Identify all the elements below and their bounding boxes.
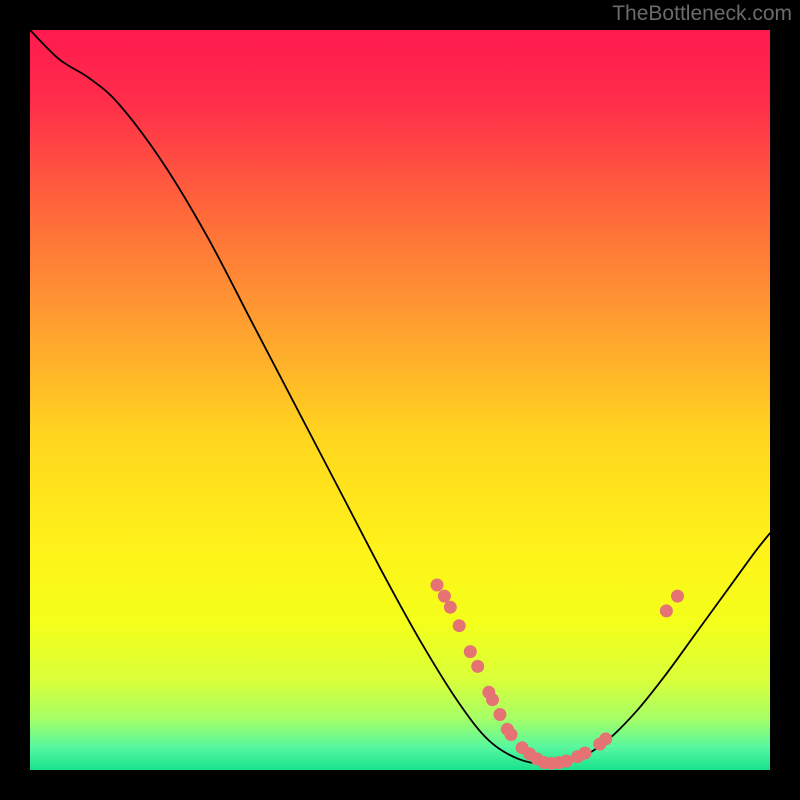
- data-point-marker: [671, 590, 684, 603]
- data-point-marker: [599, 732, 612, 745]
- data-point-marker: [471, 660, 484, 673]
- data-point-marker: [579, 746, 592, 759]
- watermark-text: TheBottleneck.com: [612, 2, 792, 26]
- data-point-marker: [444, 601, 457, 614]
- data-point-marker: [505, 728, 518, 741]
- data-point-marker: [431, 579, 444, 592]
- chart-background: [30, 30, 770, 770]
- chart-svg: [30, 30, 770, 770]
- data-point-marker: [493, 708, 506, 721]
- data-point-marker: [453, 619, 466, 632]
- data-point-marker: [464, 645, 477, 658]
- data-point-marker: [486, 693, 499, 706]
- chart-plot-area: [30, 30, 770, 770]
- data-point-marker: [438, 590, 451, 603]
- data-point-marker: [660, 604, 673, 617]
- data-point-marker: [560, 755, 573, 768]
